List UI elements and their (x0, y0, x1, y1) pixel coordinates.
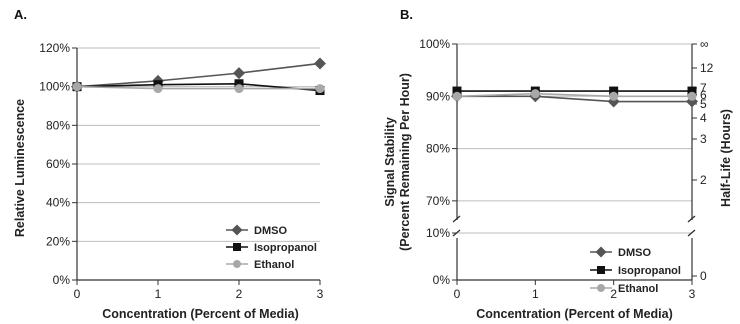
y-tick-label: 90% (426, 89, 450, 103)
y2-tick-label: 7 (700, 81, 707, 95)
legend-label: DMSO (618, 247, 651, 259)
data-point-ethanol (452, 91, 462, 101)
series-line-isopropanol (76, 82, 321, 92)
legend-marker (597, 284, 605, 292)
y-tick-label: 0% (53, 273, 71, 287)
y-tick-label: 80% (426, 142, 450, 156)
data-point-isopropanol (609, 86, 619, 96)
x-tick-label: 1 (532, 287, 539, 301)
x-tick-label: 1 (155, 287, 162, 301)
data-point-ethanol (609, 91, 619, 101)
legend-marker (597, 266, 605, 274)
data-point-ethanol (530, 89, 540, 99)
legend-label: Isopropanol (618, 265, 681, 277)
axis-break-left (452, 215, 461, 237)
legend-label: Ethanol (618, 283, 658, 295)
legend-marker (595, 246, 607, 258)
y2-axis-label: Half-Life (Hours) (719, 109, 733, 207)
data-point-ethanol (687, 91, 697, 101)
data-point-ethanol (153, 84, 163, 94)
y2-tick-label: 4 (700, 111, 707, 125)
y2-tick-label: 12 (700, 61, 714, 75)
y-tick-label: 100% (419, 37, 450, 51)
x-axis-label: Concentration (Percent of Media) (476, 307, 673, 321)
data-point-dmso (314, 57, 326, 70)
x-axis-label: Concentration (Percent of Media) (102, 307, 299, 321)
y-tick-label: 10% (426, 226, 450, 240)
legend-label: Ethanol (254, 259, 294, 271)
y-axis-label-line2: (Percent Remaining Per Hour) (398, 73, 412, 251)
series-line-ethanol (456, 92, 692, 98)
data-point-isopropanol (234, 79, 244, 89)
y-tick-label: 70% (426, 194, 450, 208)
y-axis-label-line1: Signal Stability (383, 117, 397, 207)
x-tick-label: 0 (74, 287, 81, 301)
legend-marker (231, 224, 243, 236)
data-point-isopropanol (452, 86, 462, 96)
series-line-dmso (76, 62, 321, 88)
x-tick-label: 3 (689, 287, 696, 301)
y2-tick-label: 0 (700, 269, 707, 283)
x-tick-label: 0 (454, 287, 461, 301)
y2-tick-label: 2 (700, 173, 707, 187)
y-tick-label: 0% (433, 273, 451, 287)
legend-label: DMSO (254, 225, 287, 237)
y-tick-label: 20% (46, 234, 70, 248)
y2-tick-label: 3 (700, 132, 707, 146)
y-tick-label: 40% (46, 196, 70, 210)
legend-label: Isopropanol (254, 242, 317, 254)
y2-tick-label: ∞ (700, 37, 709, 51)
series-line-ethanol (76, 85, 320, 90)
data-point-ethanol (72, 82, 82, 92)
y-tick-label: 60% (46, 157, 70, 171)
legend-marker (233, 243, 241, 251)
data-point-ethanol (315, 84, 325, 94)
x-tick-label: 2 (610, 287, 617, 301)
data-point-dmso (233, 67, 245, 80)
panel-b-label: B. (400, 7, 413, 22)
series-line-dmso (457, 95, 692, 103)
legend-marker (233, 260, 241, 268)
y-tick-label: 120% (39, 41, 70, 55)
y2-tick-label: 5 (700, 97, 707, 111)
panel-a-label: A. (14, 7, 27, 22)
y-axis-label: Relative Luminescence (13, 99, 27, 237)
data-point-ethanol (234, 84, 244, 94)
data-point-isopropanol (687, 86, 697, 96)
y-tick-label: 80% (46, 118, 70, 132)
axis-break-right (687, 215, 696, 237)
x-tick-label: 3 (317, 287, 324, 301)
y-tick-label: 100% (39, 80, 70, 94)
x-tick-label: 2 (236, 287, 243, 301)
panel-a: A. 0% 20% 40% 60% 80% 100% 120% 0 1 2 3 Concentratio… (13, 7, 326, 321)
y2-tick-label: 6 (700, 88, 707, 102)
